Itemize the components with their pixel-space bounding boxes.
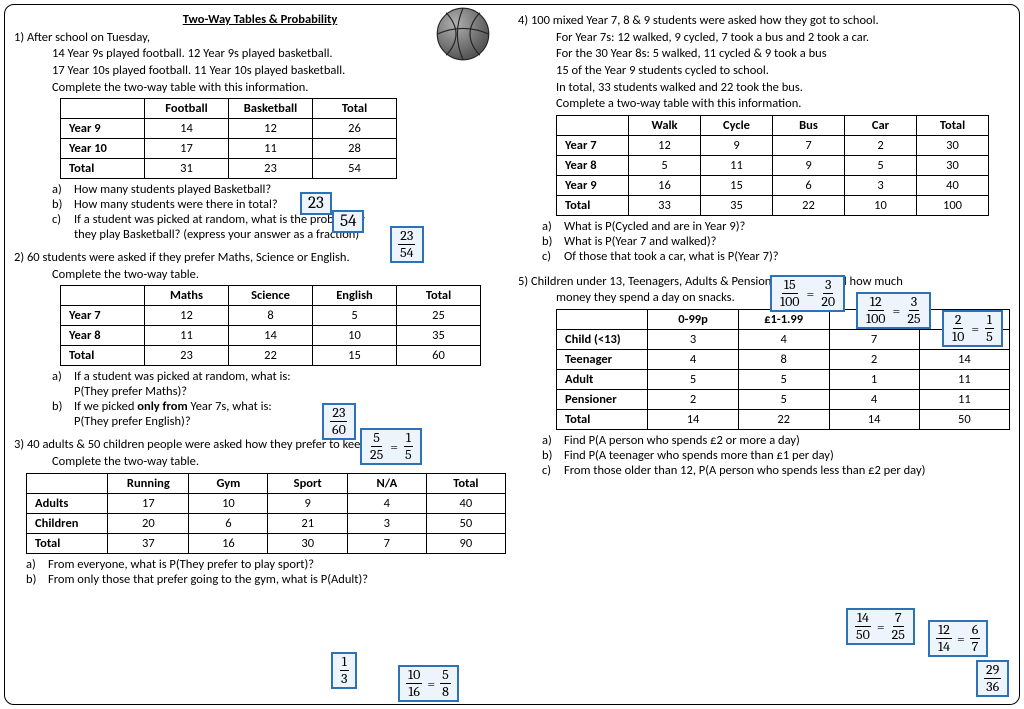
- q5a: a)Find P(A person who spends £2 or more …: [518, 433, 1010, 448]
- ans-q5a: 1450=725: [846, 608, 915, 645]
- ans-q1a: 23: [300, 192, 332, 215]
- q1b: b)How many students were there in total?: [14, 197, 506, 212]
- q5-stem: 5) Children under 13, Teenagers, Adults …: [518, 274, 1010, 290]
- q1-instr: Complete the two-way table with this inf…: [14, 80, 506, 96]
- q3-instr: Complete the two-way table.: [14, 454, 506, 470]
- ans-q2a: 2360: [322, 403, 356, 440]
- ans-q4a: 15100=320: [770, 275, 845, 312]
- ans-q4c: 210=15: [942, 310, 1003, 347]
- q2b: b)If we picked only from Year 7s, what i…: [14, 399, 506, 429]
- q4c: c)Of those that took a car, what is P(Ye…: [518, 249, 1010, 264]
- page-title: Two-Way Tables & Probability: [14, 12, 506, 28]
- q3-stem: 3) 40 adults & 50 children people were a…: [14, 437, 506, 453]
- q4-l4: In total, 33 students walked and 22 took…: [518, 80, 1010, 96]
- basketball-icon: [435, 6, 491, 62]
- q1-stem: 1) After school on Tuesday,: [14, 30, 506, 46]
- ans-q5c: 2936: [976, 660, 1009, 697]
- ans-q3b: 1016=58: [398, 665, 459, 702]
- q1c: c)If a student was picked at random, wha…: [14, 212, 506, 242]
- q3a: a)From everyone, what is P(They prefer t…: [14, 557, 506, 572]
- q2-table: MathsScienceEnglishTotal Year 7128525 Ye…: [60, 285, 481, 366]
- q3-table: RunningGymSportN/ATotal Adults17109440 C…: [26, 473, 506, 554]
- q4-l3: 15 of the Year 9 students cycled to scho…: [518, 63, 1010, 79]
- q2-stem: 2) 60 students were asked if they prefer…: [14, 250, 506, 266]
- q4-table: WalkCycleBusCarTotal Year 71297230 Year …: [556, 115, 989, 216]
- ans-q3a: 13: [331, 652, 357, 689]
- q4-stem: 4) 100 mixed Year 7, 8 & 9 students were…: [518, 13, 1010, 29]
- ans-q4b: 12100=325: [856, 292, 931, 329]
- q2a: a)If a student was picked at random, wha…: [14, 369, 506, 399]
- q1-line1: 14 Year 9s played football. 12 Year 9s p…: [14, 46, 506, 62]
- q4-l2: For the 30 Year 8s: 5 walked, 11 cycled …: [518, 46, 1010, 62]
- q3b: b)From only those that prefer going to t…: [14, 572, 506, 587]
- q4a: a)What is P(Cycled and are in Year 9)?: [518, 219, 1010, 234]
- q4-instr: Complete a two-way table with this infor…: [518, 96, 1010, 112]
- q4b: b)What is P(Year 7 and walked)?: [518, 234, 1010, 249]
- right-column: 4) 100 mixed Year 7, 8 & 9 students were…: [518, 12, 1010, 701]
- q1-table: FootballBasketballTotal Year 9141226 Yea…: [60, 98, 397, 179]
- q1-line2: 17 Year 10s played football. 11 Year 10s…: [14, 63, 506, 79]
- q5-stem2: money they spend a day on snacks.: [518, 290, 1010, 306]
- q4-l1: For Year 7s: 12 walked, 9 cycled, 7 took…: [518, 30, 1010, 46]
- q5c: c)From those older than 12, P(A person w…: [518, 463, 1010, 478]
- q1a: a)How many students played Basketball?: [14, 182, 506, 197]
- ans-q1c: 2354: [390, 226, 424, 263]
- q5b: b)Find P(A teenager who spends more than…: [518, 448, 1010, 463]
- ans-q2b: 525=15: [360, 428, 422, 465]
- ans-q5b: 1214=67: [928, 620, 988, 657]
- left-column: Two-Way Tables & Probability 1) After sc…: [14, 12, 506, 701]
- q2-instr: Complete the two-way table.: [14, 267, 506, 283]
- ans-q1b: 54: [332, 210, 364, 233]
